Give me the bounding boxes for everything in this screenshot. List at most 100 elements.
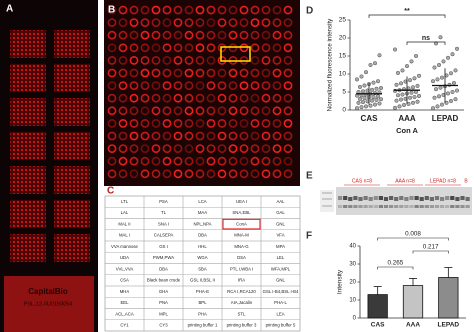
spot (184, 81, 194, 90)
spot (107, 144, 117, 153)
cell-text: LEA (276, 311, 284, 316)
spot (239, 18, 249, 27)
spot (195, 5, 205, 15)
blot-band (429, 205, 434, 208)
comparison-bracket (412, 250, 449, 254)
spot (162, 119, 172, 128)
point (411, 100, 416, 105)
slide-brand: CapitalBio (28, 287, 68, 296)
spot (107, 56, 117, 65)
point (359, 74, 364, 79)
point (438, 85, 443, 90)
cell-text: MPA (276, 244, 285, 249)
spot (173, 119, 183, 128)
spot (140, 68, 150, 78)
spot (217, 81, 227, 90)
spot (151, 5, 161, 15)
point (394, 98, 399, 103)
cell-text: WGA (197, 255, 207, 260)
point (432, 65, 437, 70)
spot (173, 156, 183, 166)
blot-band (404, 205, 409, 208)
cell-text: PSA (159, 199, 168, 204)
spot (118, 81, 128, 90)
cell-text: HHL (198, 244, 207, 249)
cell-text: PHA-E (196, 289, 209, 294)
point (371, 80, 376, 85)
spot (283, 68, 293, 78)
spot (195, 43, 205, 53)
cell-text: GS I (159, 244, 168, 249)
spot (118, 106, 128, 116)
spot (129, 144, 139, 153)
point (408, 95, 413, 100)
slide-block (9, 63, 47, 93)
cell-text: VVL,VVA (116, 266, 134, 271)
spot (162, 81, 172, 90)
cell-text: CSA (120, 278, 129, 283)
point (393, 47, 398, 52)
point (400, 68, 405, 73)
spot (206, 106, 216, 116)
bar (367, 294, 388, 319)
spot (206, 30, 216, 40)
spot (217, 106, 227, 116)
slide-block (53, 233, 91, 263)
panel-label: B (108, 5, 115, 16)
group-label: AAA n=8 (395, 178, 415, 184)
spot (217, 93, 227, 103)
spot (250, 156, 260, 166)
point (435, 77, 440, 82)
slide-code: PSL-12-0U0150054 (24, 301, 73, 307)
spot (184, 68, 194, 78)
highlight-box (220, 46, 251, 62)
slide-label-area (4, 276, 94, 332)
point (356, 100, 361, 105)
spot (272, 131, 282, 141)
blot-band (404, 197, 409, 201)
spot (195, 131, 205, 141)
point (377, 53, 382, 58)
cell-text: PHA-L (274, 300, 287, 305)
spot (206, 68, 216, 78)
point (370, 98, 375, 103)
point (438, 35, 443, 40)
spot (261, 119, 271, 128)
spot (162, 156, 172, 166)
y-tick-label: 0 (353, 316, 357, 322)
y-tick-label: 40 (349, 244, 356, 250)
slide-block (53, 29, 91, 59)
y-tick-label: 10 (349, 298, 356, 304)
spot (162, 68, 172, 78)
blot-band (378, 205, 383, 208)
spot (129, 5, 139, 15)
blot-band (424, 205, 429, 208)
y-axis-label: Intensity (337, 269, 344, 294)
group-label: CAS n=8 (352, 178, 372, 184)
slide-block (53, 165, 91, 195)
spot (206, 5, 216, 15)
spot (173, 93, 183, 103)
point (437, 63, 442, 68)
blot-band (389, 196, 394, 200)
cell-text: printing buffer 5 (266, 323, 296, 328)
cell-text: MAL II (118, 221, 130, 226)
blot-band (373, 205, 378, 208)
y-tick-label: 30 (349, 262, 356, 268)
spot (206, 169, 216, 179)
cell-text: TL (161, 210, 167, 215)
blot-band (409, 205, 414, 208)
slide-block (53, 63, 91, 93)
point (431, 79, 436, 84)
blot-band (358, 205, 363, 208)
spot (206, 93, 216, 103)
spot (140, 30, 150, 40)
spot (173, 106, 183, 116)
blot-band (450, 205, 455, 208)
spot (283, 43, 293, 53)
spot (250, 56, 260, 65)
spot (118, 169, 128, 179)
cell-text: printing buffer 1 (188, 323, 218, 328)
y-tick-label: 25 (339, 17, 347, 24)
